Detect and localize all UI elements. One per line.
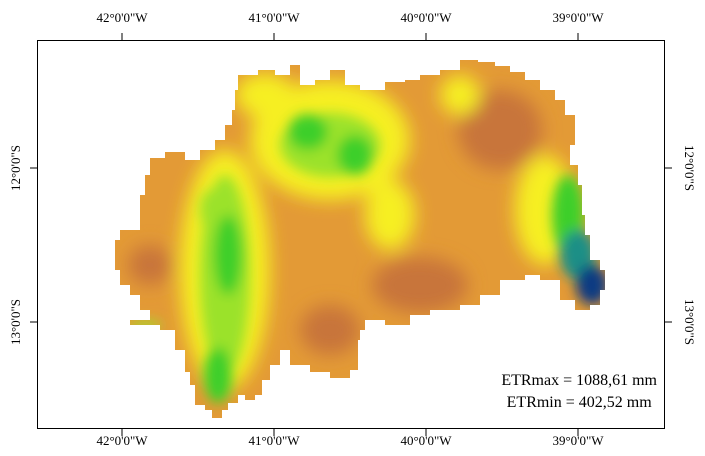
lon-tick-bottom-42w: 42°0'0"W (96, 433, 148, 448)
lat-tick-left-12s: 12°0'0"S (8, 144, 23, 192)
high-etr-ne (458, 90, 542, 170)
lat-tick-right-12s: 12°0'0"S (682, 144, 697, 192)
yellow-zone-top (440, 75, 480, 115)
green-west-upper (200, 190, 220, 230)
low-etr-se (576, 265, 605, 305)
green-core-north-2 (337, 135, 373, 175)
lon-tick-bottom-40w: 40°0'0"W (400, 433, 452, 448)
yellow-zone-center (365, 180, 415, 250)
high-etr-s (300, 305, 360, 355)
graticule-ticks (30, 33, 672, 436)
lat-tick-left-13s: 13°0'0"S (8, 298, 23, 346)
lat-tick-right-13s: 13°0'0"S (682, 298, 697, 346)
lon-tick-bottom-41w: 41°0'0"W (248, 433, 300, 448)
high-etr-se (372, 257, 468, 313)
lon-tick-top-40w: 40°0'0"W (400, 10, 452, 25)
lon-tick-top-42w: 42°0'0"W (96, 10, 148, 25)
lon-tick-top-39w: 39°0'0"W (552, 10, 604, 25)
lon-tick-bottom-39w: 39°0'0"W (552, 433, 604, 448)
green-core-west (214, 215, 242, 295)
green-south-tip (204, 347, 232, 403)
green-core-north-1 (288, 114, 328, 150)
high-etr-w (128, 245, 172, 285)
etr-min-label: ETRmin = 402,52 mm (506, 394, 652, 411)
etr-stats-box: ETRmax = 1088,61 mm ETRmin = 402,52 mm (501, 370, 657, 414)
yellow-zone-nw (235, 73, 295, 117)
green-sw-strip (127, 321, 163, 329)
etr-max-label: ETRmax = 1088,61 mm (501, 372, 657, 389)
lon-tick-top-41w: 41°0'0"W (248, 10, 300, 25)
